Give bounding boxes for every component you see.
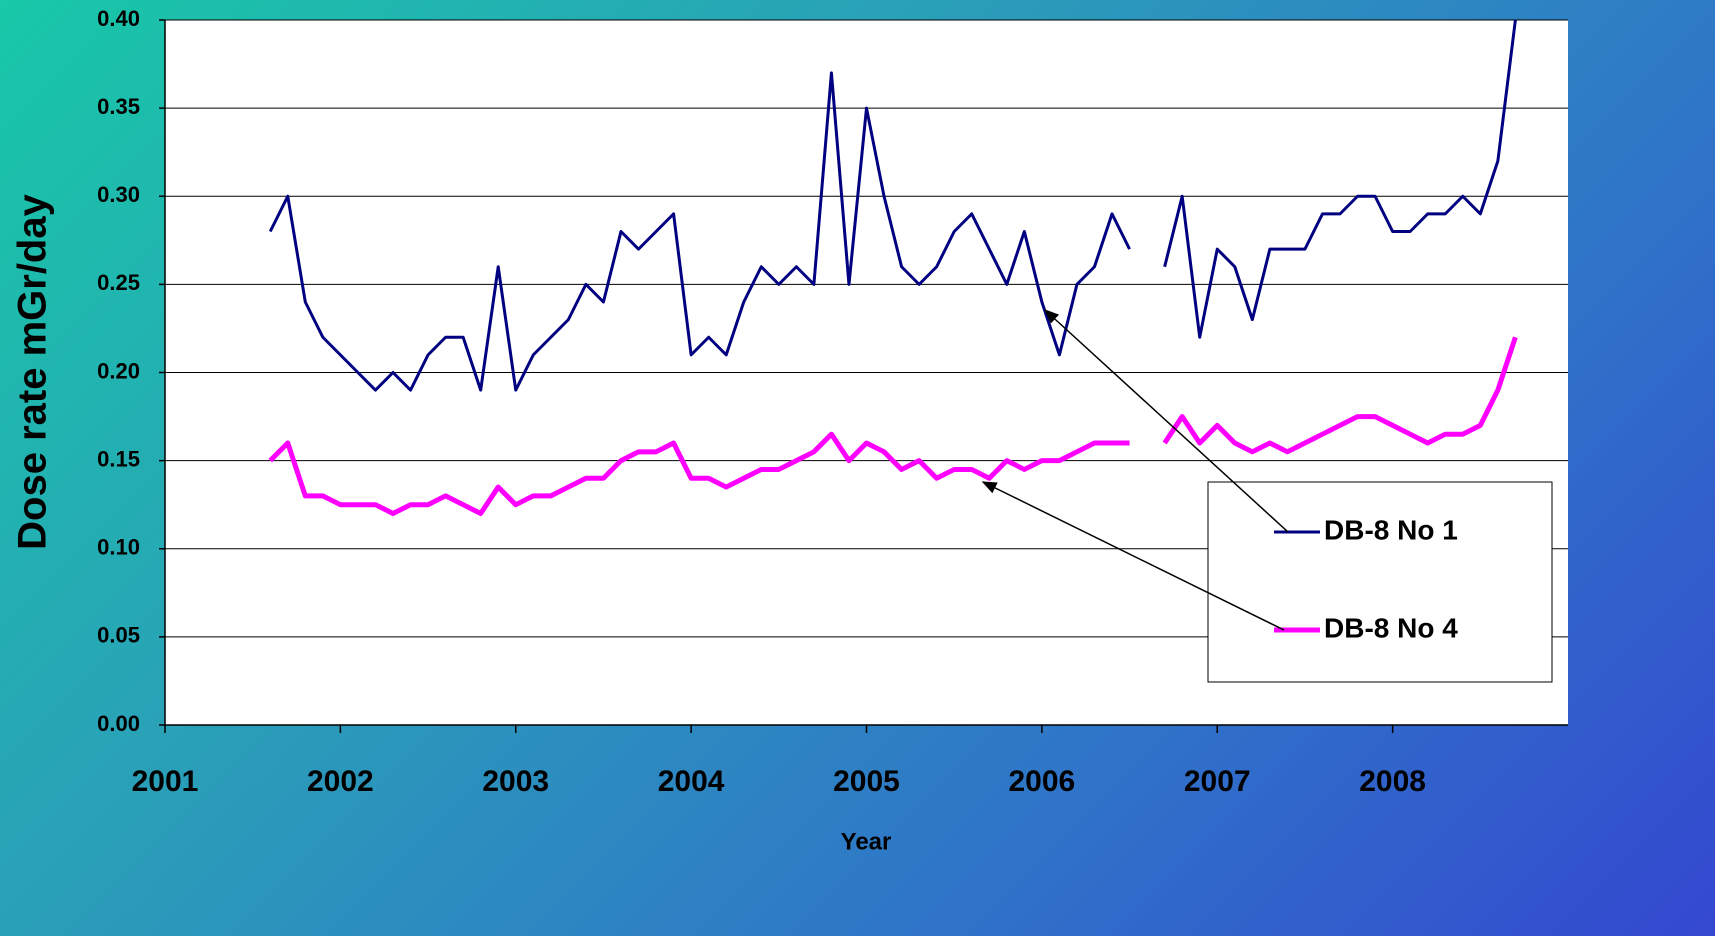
x-tick-label: 2005 [833,765,900,798]
x-tick-label: 2007 [1184,765,1251,798]
legend-box [1207,481,1553,683]
y-tick-label: 0.40 [97,6,140,31]
y-tick-label: 0.10 [97,535,140,560]
x-tick-label: 2006 [1009,765,1076,798]
y-tick-label: 0.15 [97,446,140,471]
y-tick-label: 0.25 [97,270,140,295]
legend-label: DB-8 No 4 [1324,612,1458,643]
y-tick-label: 0.35 [97,94,140,119]
x-tick-label: 2002 [307,765,374,798]
y-axis-label: Dose rate mGr/day [11,193,55,549]
series-line [268,19,1517,392]
series-line [268,336,1518,516]
x-tick-label: 2004 [658,765,725,798]
x-tick-label: 2003 [482,765,549,798]
y-tick-label: 0.20 [97,358,140,383]
y-tick-label: 0.30 [97,182,140,207]
legend-label: DB-8 No 1 [1324,514,1458,545]
y-tick-label: 0.00 [97,711,140,736]
annotation-arrow [981,481,1285,631]
x-axis-label: Year [841,828,892,855]
y-tick-label: 0.05 [97,623,140,648]
x-tick-label: 2001 [132,765,199,798]
x-tick-label: 2008 [1359,765,1426,798]
annotation-arrow [1043,308,1289,533]
